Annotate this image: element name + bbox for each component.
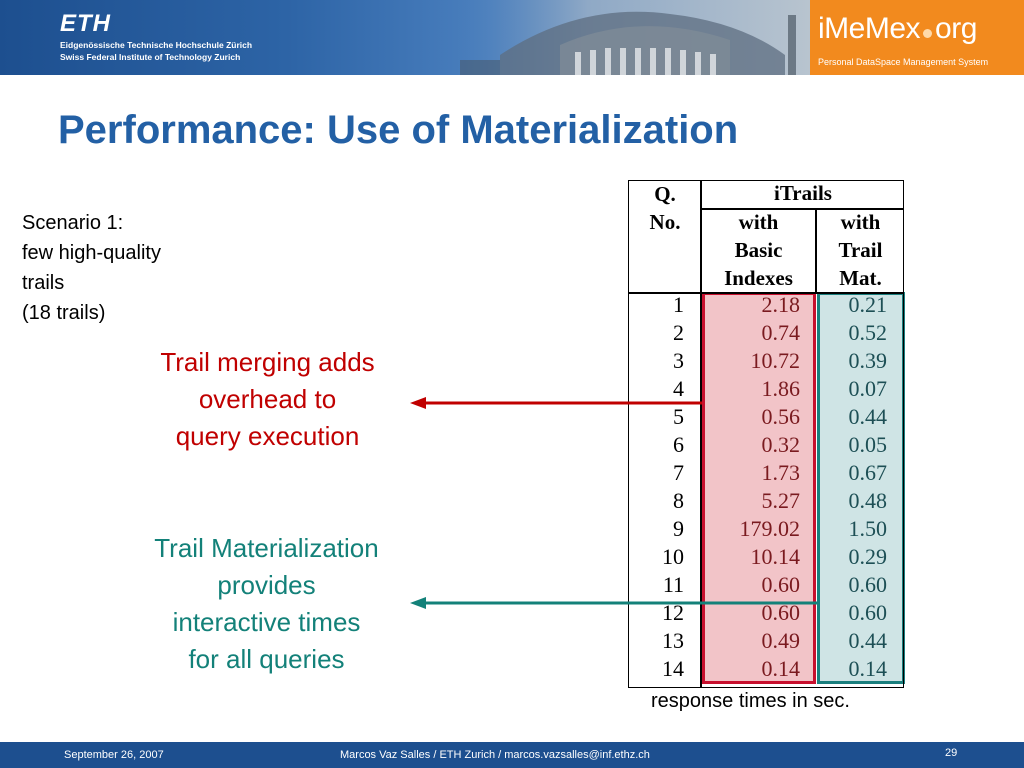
row-trail-mat-value: 0.05 xyxy=(848,432,888,457)
logo-dot-icon xyxy=(923,29,933,38)
col-header-trail-mat: with Trail Mat. xyxy=(817,208,904,292)
row-basic-indexes-value: 0.74 xyxy=(761,320,801,345)
row-trail-mat-value: 0.29 xyxy=(848,544,888,569)
row-trail-mat-value: 0.60 xyxy=(848,600,888,625)
row-q-number: 10 xyxy=(662,544,684,569)
row-q-number: 9 xyxy=(673,516,684,541)
row-basic-indexes-value: 1.73 xyxy=(761,460,801,485)
eth-name-line2: Swiss Federal Institute of Technology Zu… xyxy=(60,52,241,62)
building-image xyxy=(440,0,810,75)
table-divider xyxy=(815,208,817,294)
col-header-basic-indexes: with Basic Indexes xyxy=(702,208,815,292)
row-basic-indexes-value: 10.14 xyxy=(750,544,801,569)
basic-indexes-highlight xyxy=(702,292,816,684)
footer-author: Marcos Vaz Salles / ETH Zurich / marcos.… xyxy=(340,749,650,761)
red-arrow-icon xyxy=(410,397,702,409)
row-trail-mat-value: 0.07 xyxy=(848,376,888,401)
eth-logo: ETH xyxy=(60,10,111,37)
row-basic-indexes-value: 0.32 xyxy=(761,432,801,457)
row-trail-mat-value: 0.39 xyxy=(848,348,888,373)
response-times-table xyxy=(628,180,904,688)
callout-line: Trail Materialization xyxy=(154,533,379,563)
col-header-q-line: No. xyxy=(649,210,681,234)
row-q-number: 5 xyxy=(673,404,684,429)
row-basic-indexes-value: 0.49 xyxy=(761,628,801,653)
scenario-line: few high-quality xyxy=(22,242,161,264)
imemex-subtitle: Personal DataSpace Management System xyxy=(818,57,989,67)
table-divider xyxy=(700,208,904,210)
row-q-number: 6 xyxy=(673,432,684,457)
col-header-trail-line: with xyxy=(840,210,881,234)
row-basic-indexes-value: 0.14 xyxy=(761,656,801,681)
col-header-basic-line: Indexes xyxy=(724,266,793,290)
row-basic-indexes-value: 179.02 xyxy=(739,516,801,541)
row-q-number: 14 xyxy=(662,656,684,681)
row-basic-indexes-value: 1.86 xyxy=(761,376,801,401)
row-trail-mat-value: 0.67 xyxy=(848,460,888,485)
callout-line: Trail merging adds xyxy=(160,347,375,377)
row-q-number: 1 xyxy=(673,292,684,317)
callout-line: provides xyxy=(217,570,316,600)
table-divider xyxy=(628,292,904,294)
callout-line: overhead to xyxy=(198,384,337,414)
col-header-basic-line: Basic xyxy=(734,238,783,262)
footer-date: September 26, 2007 xyxy=(64,749,164,761)
scenario-line: (18 trails) xyxy=(22,302,106,324)
imemex-logo: iMeMex org xyxy=(818,12,977,46)
slide-title: Performance: Use of Materialization xyxy=(58,108,739,152)
row-trail-mat-value: 0.44 xyxy=(848,404,888,429)
table-caption: response times in sec. xyxy=(651,690,850,712)
row-trail-mat-value: 0.52 xyxy=(848,320,888,345)
row-trail-mat-value: 0.21 xyxy=(848,292,888,317)
row-q-number: 7 xyxy=(673,460,684,485)
trail-mat-highlight xyxy=(817,292,905,684)
row-basic-indexes-value: 10.72 xyxy=(750,348,801,373)
callout-line: interactive times xyxy=(172,607,361,637)
row-q-number: 11 xyxy=(662,572,684,597)
row-basic-indexes-value: 0.56 xyxy=(761,404,801,429)
row-q-number: 12 xyxy=(662,600,684,625)
table-divider xyxy=(700,180,702,688)
row-trail-mat-value: 0.14 xyxy=(848,656,888,681)
callout-line: for all queries xyxy=(188,644,345,674)
callout-trail-materialization: Trail Materialization provides interacti… xyxy=(120,530,413,678)
col-header-trail-line: Mat. xyxy=(839,266,882,290)
page-number: 29 xyxy=(945,747,958,759)
callout-line: query execution xyxy=(175,421,360,451)
row-basic-indexes-value: 0.60 xyxy=(761,572,801,597)
col-header-basic-line: with xyxy=(738,210,779,234)
row-basic-indexes-value: 2.18 xyxy=(761,292,801,317)
callout-trail-merging: Trail merging adds overhead to query exe… xyxy=(130,344,405,455)
row-trail-mat-value: 0.44 xyxy=(848,628,888,653)
row-q-number: 3 xyxy=(673,348,684,373)
imemex-logo-left: iMeMex xyxy=(818,12,921,45)
col-header-q-line: Q. xyxy=(654,182,676,206)
teal-arrow-icon xyxy=(410,597,817,609)
scenario-line: Scenario 1: xyxy=(22,212,124,234)
imemex-logo-right: org xyxy=(935,12,977,45)
imemex-logo-box: iMeMex org Personal DataSpace Management … xyxy=(810,0,1024,75)
eth-name-line1: Eidgenössische Technische Hochschule Zür… xyxy=(60,40,253,50)
row-basic-indexes-value: 5.27 xyxy=(761,488,801,513)
scenario-text: Scenario 1: few high-quality trails (18 … xyxy=(22,208,161,328)
row-q-number: 13 xyxy=(662,628,684,653)
row-q-number: 2 xyxy=(673,320,684,345)
col-header-q: Q. No. xyxy=(630,180,700,236)
row-trail-mat-value: 1.50 xyxy=(848,516,888,541)
row-trail-mat-value: 0.48 xyxy=(848,488,888,513)
row-q-number: 4 xyxy=(673,376,684,401)
row-q-number: 8 xyxy=(673,488,684,513)
scenario-line: trails xyxy=(22,272,65,294)
col-header-trail-line: Trail xyxy=(838,238,883,262)
footer-bar: September 26, 2007 Marcos Vaz Salles / E… xyxy=(0,742,1024,768)
col-group-itrails: iTrails xyxy=(774,181,832,205)
header-banner: ETH Eidgenössische Technische Hochschule… xyxy=(0,0,1024,75)
row-trail-mat-value: 0.60 xyxy=(848,572,888,597)
